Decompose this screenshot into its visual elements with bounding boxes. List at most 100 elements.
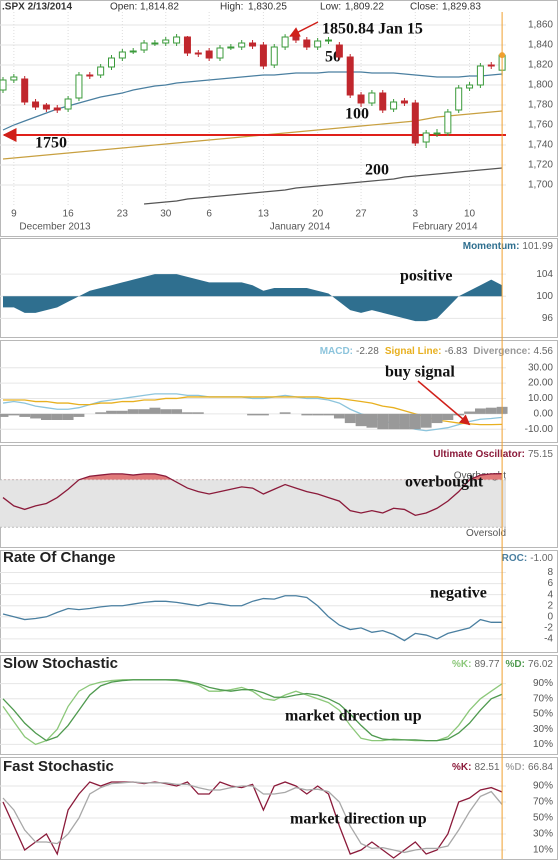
high-label: High:: [220, 2, 243, 13]
annotation: overbought: [405, 474, 484, 491]
indicator-line: [2, 679, 503, 742]
annotation: market direction up: [290, 811, 427, 828]
low-value: 1,809.22: [345, 2, 384, 13]
y-tick-label: 1,800: [528, 80, 553, 91]
readout-name: Momentum:: [463, 241, 520, 252]
readout-value: 101.99: [522, 241, 553, 252]
x-tick-label: 13: [258, 209, 270, 220]
readout-name: MACD:: [320, 346, 353, 357]
divergence-bar: [279, 412, 291, 414]
divergence-bar: [420, 413, 432, 428]
y-tick-label: 20.00: [528, 378, 553, 389]
readout-value: 66.84: [528, 762, 553, 773]
high-value: 1,830.25: [248, 2, 287, 13]
y-tick-label: 30%: [533, 829, 553, 840]
divergence-bar: [247, 413, 258, 416]
readout-name: %D:: [506, 659, 525, 670]
annotation: 1850.84 Jan 15: [322, 21, 423, 38]
y-tick-label: 1,860: [528, 20, 553, 31]
divergence-bar: [464, 411, 475, 414]
candle-body: [400, 100, 408, 104]
y-tick-label: 70%: [533, 693, 553, 704]
panel-title: Rate Of Change: [3, 549, 116, 566]
readout-value: 76.02: [528, 659, 553, 670]
y-tick-label: 0.00: [534, 408, 554, 419]
candle-body: [259, 44, 267, 67]
y-tick-label: 8: [547, 567, 553, 578]
panel: [0, 340, 558, 443]
momentum-area: [3, 274, 503, 322]
candle-body: [10, 76, 18, 81]
candle-body: [129, 50, 137, 53]
panel: [0, 238, 558, 338]
y-tick-label: 90%: [533, 781, 553, 792]
divergence-bar: [475, 408, 486, 414]
close-value: 1,829.83: [442, 2, 481, 13]
divergence-bar: [323, 413, 334, 416]
candle-body: [21, 78, 29, 103]
divergence-bar: [95, 412, 107, 414]
indicator-line: [2, 781, 503, 859]
y-tick-label: 10.00: [528, 393, 553, 404]
candle-body: [368, 92, 376, 104]
annotation: buy signal: [385, 364, 455, 381]
readout-name: ROC:: [502, 553, 528, 564]
divergence-bar: [344, 413, 356, 424]
low-label: Low:: [320, 2, 341, 13]
candle-body: [151, 42, 159, 45]
candle-body: [32, 101, 40, 108]
candle-body: [281, 36, 289, 48]
divergence-bar: [312, 413, 324, 416]
candle-body: [0, 79, 7, 91]
panel: [0, 550, 558, 653]
divergence-bar: [51, 413, 63, 420]
readout-value: 4.56: [534, 346, 554, 357]
candle-body: [466, 84, 474, 89]
month-label: February 2014: [412, 222, 477, 233]
y-tick-label: 30.00: [528, 362, 553, 373]
readout-name: Ultimate Oscillator:: [433, 449, 525, 460]
panel: [0, 757, 558, 860]
divergence-bar: [388, 413, 400, 430]
readout: ROC: -1.00: [502, 553, 554, 564]
x-tick-label: 20: [312, 209, 324, 220]
candle-body: [335, 44, 343, 58]
y-tick-label: 2: [547, 600, 553, 611]
readout: Ultimate Oscillator: 75.15: [433, 449, 553, 460]
panel: [0, 655, 558, 755]
candle-body: [64, 98, 72, 110]
y-tick-label: 10%: [533, 739, 553, 750]
y-tick-label: -2: [544, 623, 553, 634]
candle-body: [303, 39, 311, 48]
candle-body: [108, 57, 115, 68]
divergence-bar: [301, 413, 313, 416]
annotation-arrow: [289, 21, 319, 37]
ma-label: 100: [345, 106, 369, 123]
divergence-bar: [160, 409, 172, 414]
divergence-bar: [431, 413, 443, 424]
divergence-bar: [366, 413, 378, 428]
y-tick-label: -10.00: [525, 424, 554, 435]
candle-body: [346, 56, 354, 96]
readout-value: 89.77: [474, 659, 499, 670]
readout: %K: 82.51 %D: 66.84: [452, 762, 553, 773]
panel: [0, 0, 558, 237]
y-tick-label: 70%: [533, 797, 553, 808]
candle-body: [86, 74, 94, 77]
x-tick-label: 3: [413, 209, 419, 220]
divergence-bar: [171, 409, 183, 414]
candle-body: [194, 52, 202, 55]
support-label: 1750: [35, 135, 67, 152]
x-tick-label: 27: [355, 209, 367, 220]
y-tick-label: 96: [542, 313, 554, 324]
y-tick-label: 104: [536, 269, 553, 280]
candle-body: [238, 42, 246, 48]
panel-title: Fast Stochastic: [3, 758, 114, 775]
divergence-bar: [19, 413, 31, 417]
candle-body: [173, 36, 181, 44]
moving-average: [2, 71, 503, 131]
divergence-bar: [333, 413, 345, 419]
readout-name: %D:: [506, 762, 525, 773]
